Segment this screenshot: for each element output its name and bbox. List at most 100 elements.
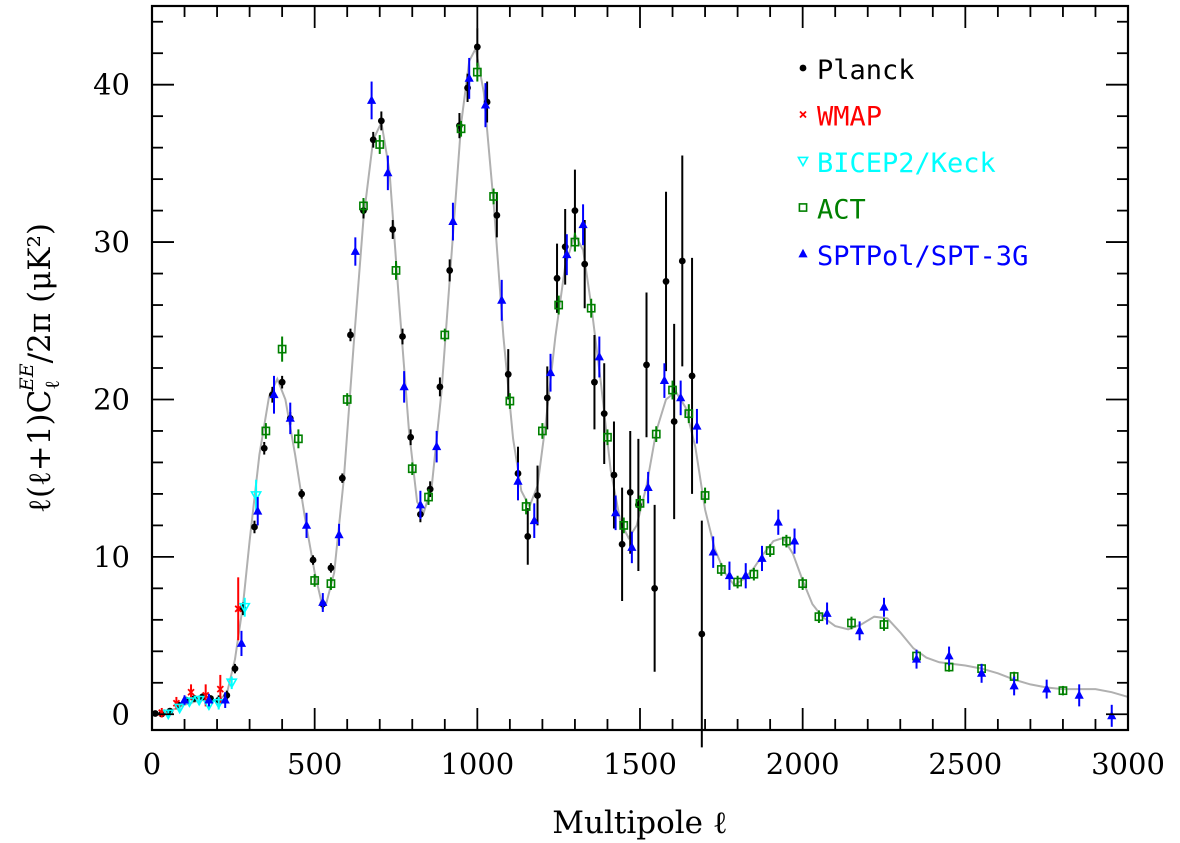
x-tick-label: 2000 bbox=[766, 747, 840, 781]
data-point bbox=[716, 565, 726, 574]
data-point bbox=[662, 278, 670, 285]
data-point bbox=[562, 249, 572, 259]
data-point bbox=[651, 584, 659, 592]
legend-marker bbox=[797, 156, 809, 168]
data-point bbox=[464, 73, 474, 82]
data-point bbox=[269, 389, 279, 399]
data-point bbox=[789, 535, 800, 545]
x-tick-label: 1500 bbox=[603, 747, 677, 781]
data-point bbox=[591, 378, 598, 386]
data-point bbox=[493, 211, 501, 219]
data-point bbox=[676, 392, 686, 402]
data-point bbox=[204, 694, 214, 704]
data-point bbox=[342, 395, 352, 404]
data-point bbox=[489, 192, 498, 201]
y-axis-title-prefix: ℓ(ℓ+1)C bbox=[22, 390, 58, 513]
data-point bbox=[234, 605, 242, 613]
x-tick-label: 2500 bbox=[928, 747, 1002, 781]
data-point bbox=[651, 429, 661, 439]
data-point bbox=[603, 432, 612, 442]
data-point bbox=[377, 117, 385, 125]
legend-marker bbox=[799, 64, 807, 72]
data-point bbox=[521, 502, 531, 511]
data-point bbox=[594, 351, 604, 361]
y-axis-title-sup: EE bbox=[16, 363, 38, 392]
y-tick-label: 10 bbox=[93, 540, 130, 574]
data-point bbox=[193, 695, 206, 707]
data-point bbox=[571, 207, 579, 215]
data-point bbox=[310, 576, 320, 585]
series-sptpol-spt-3g bbox=[179, 57, 1117, 727]
data-point bbox=[440, 330, 450, 340]
data-point bbox=[554, 300, 564, 310]
data-point bbox=[733, 577, 742, 587]
data-point bbox=[261, 426, 271, 436]
data-point bbox=[504, 370, 512, 378]
data-point bbox=[581, 260, 589, 268]
series-planck bbox=[151, 28, 706, 748]
legend-marker bbox=[799, 110, 807, 119]
data-point bbox=[347, 331, 354, 339]
data-point bbox=[543, 394, 551, 402]
data-point bbox=[212, 698, 225, 710]
legend-label: ACT bbox=[817, 195, 866, 226]
data-point bbox=[545, 367, 556, 377]
data-point bbox=[688, 372, 696, 380]
data-point bbox=[724, 570, 735, 580]
data-point bbox=[781, 536, 791, 546]
data-point bbox=[1042, 683, 1052, 693]
data-point bbox=[659, 375, 669, 384]
data-point bbox=[327, 564, 335, 572]
data-point bbox=[253, 506, 263, 515]
data-point bbox=[879, 602, 889, 611]
y-tick-label: 30 bbox=[93, 225, 130, 259]
data-point bbox=[749, 569, 759, 579]
data-point bbox=[678, 257, 686, 265]
x-axis-title: Multipole ℓ bbox=[552, 805, 727, 841]
data-point bbox=[350, 246, 360, 255]
data-point bbox=[473, 43, 481, 51]
data-point bbox=[480, 99, 491, 109]
data-point bbox=[231, 665, 239, 673]
data-points-layer bbox=[151, 28, 1117, 748]
series-act bbox=[261, 62, 1068, 696]
data-point bbox=[698, 630, 706, 638]
data-point bbox=[879, 620, 889, 629]
plot-frame bbox=[150, 4, 1130, 732]
data-point bbox=[220, 694, 230, 704]
y-axis-title-suffix: /2π (μK²) bbox=[22, 223, 58, 363]
x-tick-label: 1000 bbox=[440, 747, 514, 781]
data-point bbox=[635, 498, 645, 508]
data-point bbox=[1074, 690, 1084, 699]
data-point bbox=[524, 533, 532, 540]
data-point bbox=[369, 136, 377, 144]
data-point bbox=[278, 378, 286, 386]
data-point bbox=[456, 124, 466, 134]
data-point bbox=[407, 433, 415, 441]
data-point bbox=[334, 529, 344, 539]
legend-item-wmap: WMAP bbox=[799, 102, 882, 133]
data-point bbox=[757, 553, 767, 562]
data-point bbox=[472, 67, 482, 77]
data-point bbox=[618, 540, 626, 548]
x-tick-label: 0 bbox=[143, 747, 161, 781]
data-point bbox=[424, 492, 433, 502]
data-point bbox=[611, 507, 621, 517]
data-point bbox=[610, 471, 618, 479]
data-point bbox=[187, 688, 195, 696]
legend-label: WMAP bbox=[817, 102, 882, 133]
data-point bbox=[383, 167, 393, 177]
data-point bbox=[399, 333, 406, 340]
tick-labels-layer: 0 500 1000 1500 2000 2500 3000 0 10 20 30 40 bbox=[93, 68, 1165, 781]
data-point bbox=[977, 668, 987, 677]
data-point bbox=[798, 579, 808, 589]
data-point bbox=[301, 520, 312, 529]
series-bicep2-keck bbox=[162, 479, 263, 721]
data-point bbox=[505, 396, 515, 406]
data-point bbox=[765, 546, 775, 555]
data-point bbox=[855, 625, 865, 635]
legend-item-sptpol-spt-3g: SPTPol/SPT-3G bbox=[798, 241, 1028, 272]
y-tick-label: 20 bbox=[93, 382, 130, 416]
legend-item-planck: Planck bbox=[799, 55, 915, 86]
